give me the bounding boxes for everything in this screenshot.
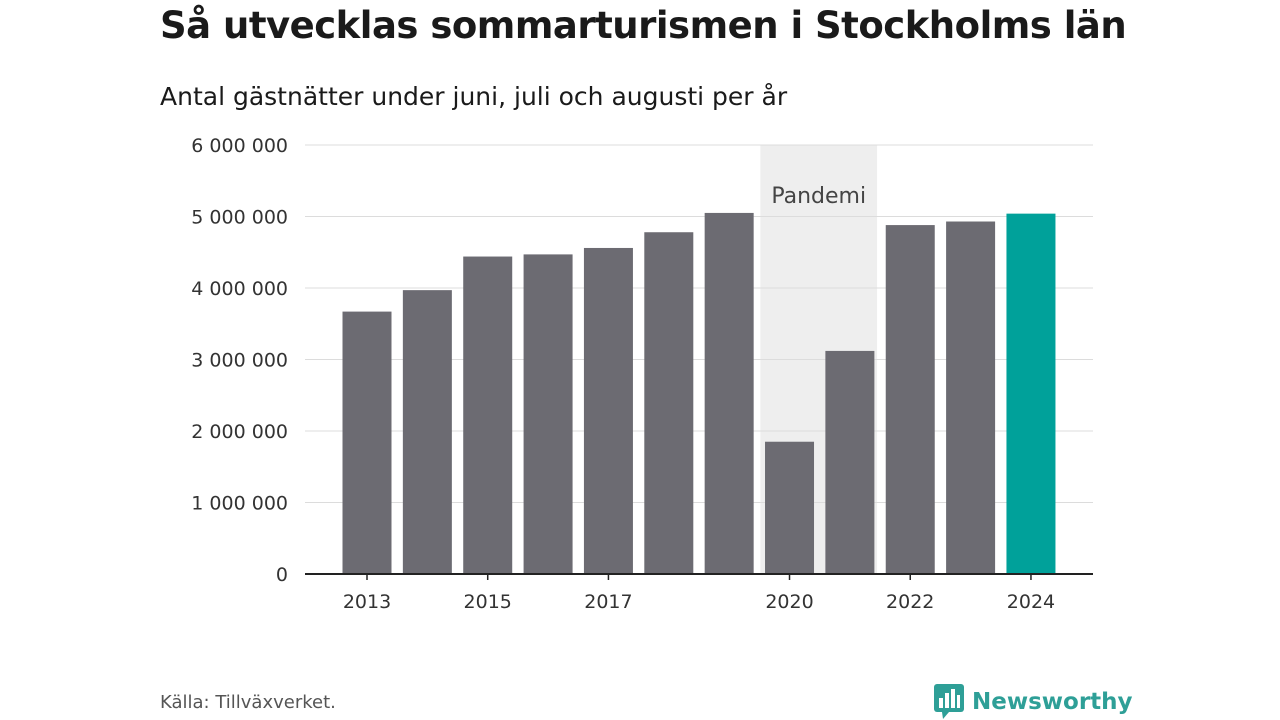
bar-2018 [644,232,694,575]
x-tick-label: 2020 [765,591,813,613]
bar-2014 [402,290,452,574]
bar-2020 [765,441,815,574]
y-tick-label: 0 [276,564,288,586]
x-tick-label: 2022 [886,591,934,613]
bar-chart: 0 1 000 000 2 000 000 3 000 000 4 000 000 5 0… [191,135,1093,613]
x-tick-label: 2017 [584,591,632,613]
bar-2017 [583,247,633,574]
pandemic-label: Pandemi [771,184,866,209]
bar-2023 [946,221,996,574]
y-tick-label: 4 000 000 [191,278,288,300]
bar-2015 [463,256,513,574]
bar-chart-logo-icon [934,684,964,719]
bar-2022 [885,225,935,574]
bar-2016 [523,254,573,574]
x-tick-label: 2015 [464,591,512,613]
bar-2024 [1006,213,1056,574]
chart-title: Så utvecklas sommarturismen i Stockholms… [160,4,1127,47]
bar-2013 [342,311,392,574]
y-tick-label: 3 000 000 [191,350,288,372]
y-tick-label: 1 000 000 [191,493,288,515]
y-tick-label: 5 000 000 [191,207,288,229]
bar-2021 [825,350,875,574]
bar-2019 [704,212,754,575]
x-tick-label: 2013 [343,591,391,613]
source-note: Källa: Tillväxverket. [160,692,336,713]
y-tick-label: 2 000 000 [191,421,288,443]
y-tick-label: 6 000 000 [191,135,288,157]
brand-logo: Newsworthy [934,684,1133,720]
x-tick-label: 2024 [1007,591,1055,613]
chart-subtitle: Antal gästnätter under juni, juli och au… [160,82,788,111]
brand-name: Newsworthy [972,689,1133,715]
